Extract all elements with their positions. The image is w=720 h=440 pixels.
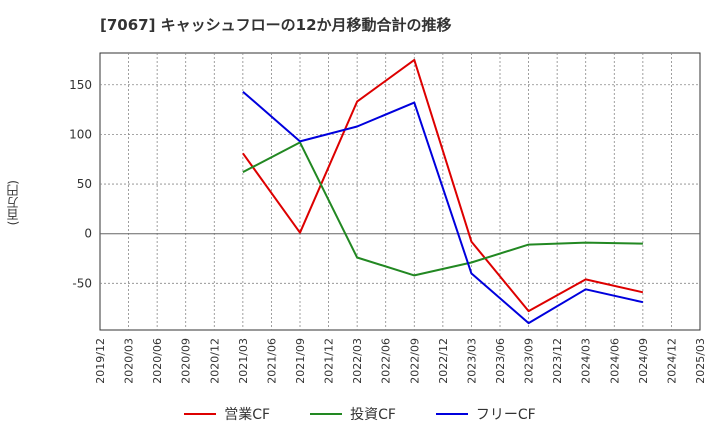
x-tick-label: 2022/06 [380, 338, 393, 384]
x-tick-label: 2024/12 [665, 338, 678, 384]
x-tick-label: 2024/06 [608, 338, 621, 384]
x-tick-label: 2024/09 [637, 338, 650, 384]
y-tick-label: 0 [84, 227, 92, 241]
legend-swatch-operating-cf [184, 413, 217, 415]
legend-item-operating-cf: 営業CF [184, 404, 270, 424]
y-tick-label: -50 [72, 276, 92, 290]
x-tick-label: 2023/03 [465, 338, 478, 384]
series-line-0 [242, 58, 644, 313]
x-tick-label: 2022/12 [437, 338, 450, 384]
x-tick-label: 2021/06 [265, 338, 278, 384]
series-line-1 [242, 141, 643, 277]
x-tick-label: 2022/09 [408, 338, 421, 384]
y-tick-label: 150 [69, 78, 92, 92]
x-tick-label: 2023/06 [494, 338, 507, 384]
x-tick-label: 2020/09 [180, 338, 193, 384]
x-tick-label: 2021/12 [323, 338, 336, 384]
y-tick-label: 100 [69, 127, 92, 141]
legend-label-free-cf: フリーCF [475, 407, 536, 423]
legend-item-investing-cf: 投資CF [310, 404, 396, 424]
x-tick-label: 2023/12 [551, 338, 564, 384]
x-tick-label: 2019/12 [94, 338, 107, 384]
x-tick-label: 2020/03 [123, 338, 136, 384]
chart-title: [7067] キャッシュフローの12か月移動合計の推移 [100, 16, 452, 34]
x-tick-label: 2024/03 [580, 338, 593, 384]
x-tick-label: 2021/03 [237, 338, 250, 384]
plot-area [99, 52, 701, 331]
x-tick-label: 2022/03 [351, 338, 364, 384]
legend-swatch-free-cf [435, 413, 468, 415]
x-tick-label: 2020/12 [208, 338, 221, 384]
y-tick-label: 50 [77, 177, 92, 191]
x-tick-label: 2025/03 [694, 338, 707, 384]
series-line-2 [242, 90, 644, 325]
legend-item-free-cf: フリーCF [435, 404, 536, 424]
legend-label-investing-cf: 投資CF [350, 407, 396, 423]
legend-swatch-investing-cf [310, 413, 343, 415]
x-tick-label: 2020/06 [151, 338, 164, 384]
legend: 営業CF 投資CF フリーCF [0, 404, 720, 424]
x-tick-label: 2021/09 [294, 338, 307, 384]
legend-label-operating-cf: 営業CF [224, 407, 271, 423]
x-tick-label: 2023/09 [523, 338, 536, 384]
